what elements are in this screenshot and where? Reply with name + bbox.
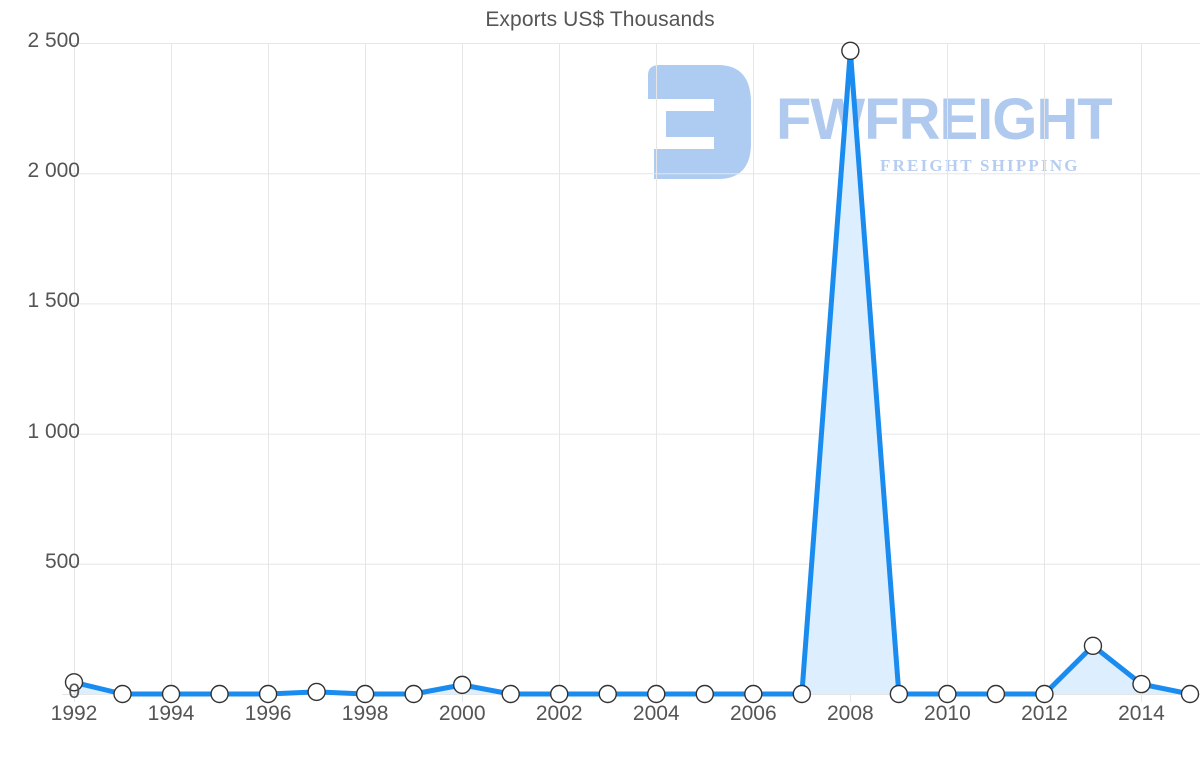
data-point-marker[interactable] <box>647 684 666 704</box>
x-axis-tick-label: 1992 <box>50 702 98 725</box>
area-fill-path <box>74 50 1190 694</box>
vertical-gridlines <box>74 43 1142 702</box>
x-axis-tick-label: 2012 <box>1021 702 1068 725</box>
series-markers <box>64 41 1200 704</box>
data-point-marker[interactable] <box>307 682 326 702</box>
x-axis-tick-label: 2006 <box>729 702 777 725</box>
y-axis-tick-label: 2 500 <box>27 29 80 52</box>
x-axis-tick-label: 2010 <box>924 702 971 725</box>
data-point-marker[interactable] <box>452 675 472 695</box>
data-point-marker[interactable] <box>64 673 84 692</box>
y-axis-tick-label: 2 000 <box>27 159 80 183</box>
data-point-marker[interactable] <box>792 684 812 704</box>
data-point-marker[interactable] <box>404 684 423 704</box>
data-point-marker[interactable] <box>501 684 520 704</box>
data-point-marker[interactable] <box>598 684 617 704</box>
data-point-marker[interactable] <box>744 684 763 704</box>
x-axis-tick-label: 1996 <box>244 702 292 725</box>
data-point-marker[interactable] <box>161 684 181 704</box>
horizontal-gridlines <box>62 43 1200 695</box>
data-point-marker[interactable] <box>986 684 1006 704</box>
x-axis-tick-label: 2000 <box>438 702 486 725</box>
data-point-marker[interactable] <box>210 684 229 704</box>
data-point-marker[interactable] <box>550 684 569 704</box>
data-point-marker[interactable] <box>1132 674 1151 694</box>
data-point-marker[interactable] <box>1083 636 1103 656</box>
data-point-marker[interactable] <box>889 684 909 704</box>
line-path <box>71 48 1193 697</box>
data-point-marker[interactable] <box>1180 684 1200 704</box>
chart-title: Exports US$ Thousands <box>485 8 715 31</box>
y-axis-tick-label: 0 <box>68 680 80 703</box>
y-axis: 0 500 1 000 1 500 2 000 2 500 <box>0 0 80 763</box>
x-axis-tick-label: 2008 <box>826 702 874 725</box>
series-area-fill <box>74 50 1190 694</box>
x-axis-tick-label: 1994 <box>147 702 195 725</box>
data-point-marker[interactable] <box>841 41 860 61</box>
x-axis-tick-label: 2014 <box>1118 702 1165 725</box>
y-axis-tick-label: 1 500 <box>27 289 80 313</box>
series-line <box>71 48 1193 697</box>
data-point-marker[interactable] <box>1035 684 1054 704</box>
x-axis-tick-label: 2004 <box>632 702 680 725</box>
y-axis-tick-label: 500 <box>44 549 80 573</box>
data-point-marker[interactable] <box>938 684 957 704</box>
x-axis-tick-label: 2002 <box>535 702 583 725</box>
data-point-marker[interactable] <box>258 684 278 704</box>
x-axis-tick-label: 1998 <box>341 702 389 725</box>
data-point-marker[interactable] <box>113 684 132 704</box>
data-point-marker[interactable] <box>355 684 375 704</box>
data-point-marker[interactable] <box>695 684 714 704</box>
y-axis-tick-label: 1 000 <box>27 419 80 443</box>
